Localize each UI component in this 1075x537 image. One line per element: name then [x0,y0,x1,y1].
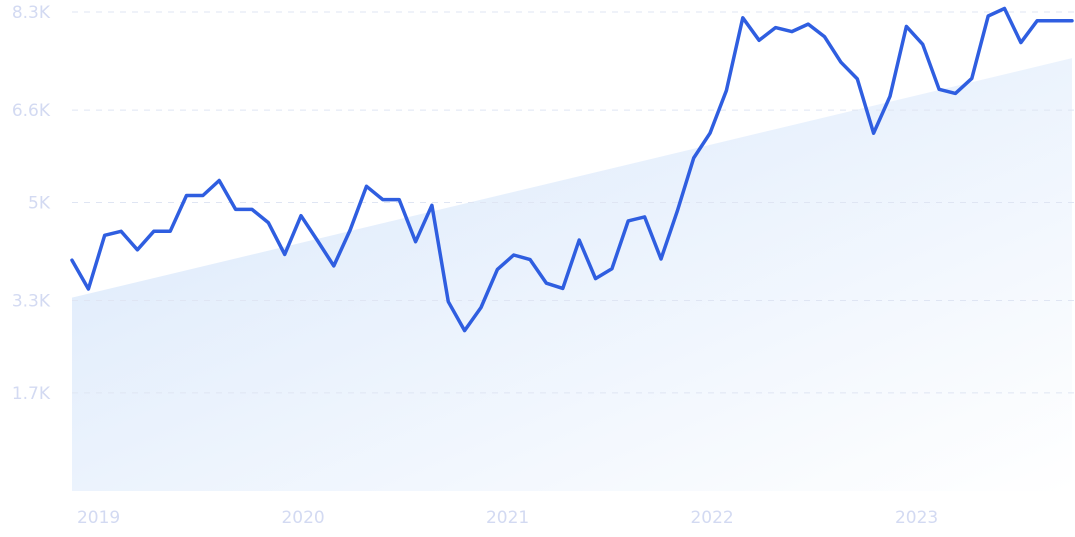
x-axis-ticks: 2019 2020 2021 2022 2023 [77,508,938,528]
x-tick-label: 2022 [690,508,733,528]
y-axis-ticks: 1.7K 3.3K 5K 6.6K 8.3K [12,3,51,404]
x-tick-label: 2021 [486,508,529,528]
y-tick-label: 3.3K [12,292,51,312]
x-tick-label: 2020 [281,508,324,528]
series-line [70,6,1074,333]
y-tick-label: 6.6K [12,101,51,121]
x-tick-label: 2019 [77,508,120,528]
y-tick-label: 1.7K [12,384,51,404]
trend-area [72,58,1072,492]
y-tick-label: 5K [28,193,51,213]
y-tick-label: 8.3K [12,3,51,23]
x-tick-label: 2023 [895,508,938,528]
